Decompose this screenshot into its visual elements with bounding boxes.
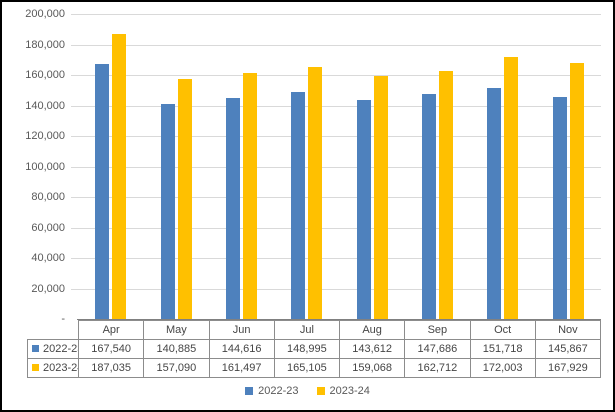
table-corner-cell — [28, 321, 79, 340]
bar-2023-24-may — [178, 79, 192, 319]
value-cell: 167,929 — [534, 358, 602, 378]
month-header-cell: Nov — [534, 320, 602, 340]
y-axis-tick-label: 100,000 — [25, 161, 65, 173]
legend-item-label: 2023-24 — [329, 385, 370, 397]
legend-key-icon — [316, 387, 325, 395]
y-axis-tick-label: 180,000 — [25, 39, 65, 51]
month-header-cell: Aug — [338, 320, 406, 340]
bar-2022-23-may — [161, 104, 175, 319]
bar-2022-23-jun — [226, 98, 240, 319]
month-header-cell: Sep — [404, 320, 471, 340]
chart-legend: 2022-23 2023-24 — [2, 385, 613, 397]
series-label-cell: 2023-24 — [27, 358, 79, 378]
legend-item-label: 2022-23 — [258, 385, 299, 397]
month-header-cell: May — [143, 320, 210, 340]
gridline — [71, 14, 601, 15]
gridline — [71, 228, 601, 229]
data-table: AprMayJunJulAugSepOctNov2022-23167,54014… — [27, 320, 602, 378]
month-header-cell: Jul — [273, 320, 341, 340]
bar-2023-24-sep — [439, 71, 453, 319]
value-cell: 140,885 — [143, 339, 210, 359]
bar-2022-23-aug — [357, 100, 371, 319]
y-axis-tick-label: 20,000 — [31, 283, 65, 295]
bar-2022-23-apr — [95, 64, 109, 319]
gridline — [71, 289, 601, 290]
legend-key-icon — [245, 387, 254, 395]
bar-2022-23-nov — [553, 97, 567, 319]
gridline — [71, 75, 601, 76]
value-cell: 162,712 — [404, 358, 471, 378]
legend-item: 2022-23 — [245, 385, 299, 397]
bar-2022-23-jul — [291, 92, 305, 319]
series-label-cell: 2022-23 — [27, 339, 79, 359]
value-cell: 157,090 — [143, 358, 210, 378]
y-axis-tick-label: 60,000 — [31, 222, 65, 234]
month-header-cell: Oct — [469, 320, 536, 340]
value-cell: 159,068 — [338, 358, 406, 378]
gridline — [71, 106, 601, 107]
value-cell: 143,612 — [338, 339, 406, 359]
bar-2022-23-sep — [422, 94, 436, 319]
legend-item: 2023-24 — [316, 385, 370, 397]
bar-2023-24-jun — [243, 73, 257, 319]
value-cell: 148,995 — [273, 339, 341, 359]
value-cell: 172,003 — [469, 358, 536, 378]
y-axis-tick-label: - — [61, 313, 65, 325]
value-cell: 144,616 — [208, 339, 275, 359]
bar-2023-24-jul — [308, 67, 322, 319]
value-cell: 167,540 — [77, 339, 145, 359]
y-axis-tick-label: 40,000 — [31, 252, 65, 264]
value-cell: 147,686 — [404, 339, 471, 359]
bar-2023-24-aug — [374, 76, 388, 319]
bar-2023-24-oct — [504, 57, 518, 319]
y-axis-tick-label: 200,000 — [25, 8, 65, 20]
value-cell: 151,718 — [469, 339, 536, 359]
series-key-icon — [32, 344, 39, 352]
bar-2023-24-apr — [112, 34, 126, 319]
y-axis-tick-label: 140,000 — [25, 100, 65, 112]
table-row: 2023-24187,035157,090161,497165,105159,0… — [27, 358, 602, 378]
value-cell: 165,105 — [273, 358, 341, 378]
value-cell: 145,867 — [534, 339, 602, 359]
table-row: 2022-23167,540140,885144,616148,995143,6… — [27, 339, 602, 359]
bar-2022-23-oct — [487, 88, 501, 319]
bar-2023-24-nov — [570, 63, 584, 319]
x-axis-line — [77, 319, 601, 320]
y-axis-tick-label: 160,000 — [25, 69, 65, 81]
gridline — [71, 167, 601, 168]
gridline — [71, 136, 601, 137]
value-cell: 187,035 — [77, 358, 145, 378]
gridline — [71, 197, 601, 198]
value-cell: 161,497 — [208, 358, 275, 378]
month-header-cell: Apr — [77, 320, 145, 340]
y-axis-tick-label: 80,000 — [31, 191, 65, 203]
y-axis-tick-label: 120,000 — [25, 130, 65, 142]
gridline — [71, 45, 601, 46]
gridline — [71, 258, 601, 259]
series-key-icon — [32, 363, 39, 371]
month-header-cell: Jun — [208, 320, 275, 340]
